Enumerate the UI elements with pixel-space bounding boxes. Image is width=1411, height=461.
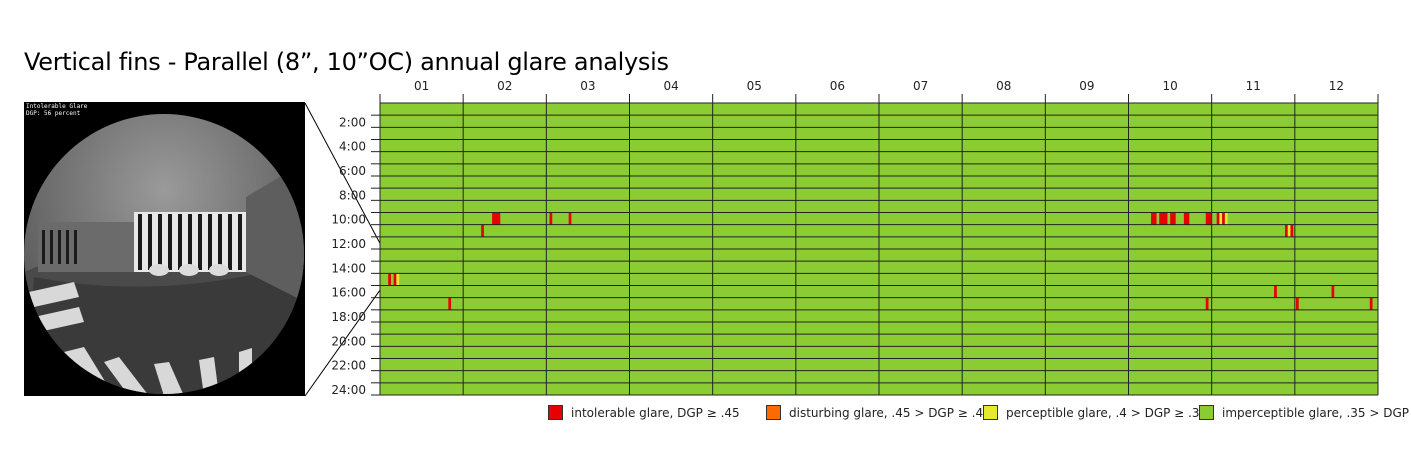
page-title: Vertical fins - Parallel (8”, 10”OC) ann… <box>24 48 669 76</box>
y-tick-label: 24:00 <box>331 383 366 397</box>
glare-cell-intolerable <box>1216 212 1220 225</box>
legend-item-disturbing: disturbing glare, .45 > DGP ≥ .4 <box>766 405 983 420</box>
legend-item-perceptible: perceptible glare, .4 > DGP ≥ .35 <box>983 405 1207 420</box>
legend-swatch-intolerable <box>548 405 563 420</box>
connector-line-bottom <box>304 275 391 397</box>
render-label-line1: Intolerable Glare <box>26 103 88 110</box>
fisheye-render-image: Intolerable Glare DGP: 56 percent <box>24 102 305 396</box>
legend-item-intolerable: intolerable glare, DGP ≥ .45 <box>548 405 740 420</box>
legend-label: perceptible glare, .4 > DGP ≥ .35 <box>1006 406 1208 420</box>
glare-cell-intolerable <box>549 212 553 225</box>
glare-cell-intolerable <box>1170 212 1176 225</box>
glare-cell-perceptible <box>1287 224 1291 237</box>
y-tick-label: 2:00 <box>339 115 366 129</box>
y-tick-label: 12:00 <box>331 237 366 251</box>
glare-cell-intolerable <box>388 273 391 286</box>
glare-cell-intolerable <box>1205 297 1209 310</box>
x-tick-label: 06 <box>830 79 845 93</box>
glare-cell-intolerable <box>448 297 452 310</box>
legend-label: disturbing glare, .45 > DGP ≥ .4 <box>789 406 984 420</box>
glare-cell-intolerable <box>481 224 484 237</box>
y-tick-label: 6:00 <box>339 164 366 178</box>
x-tick-label: 12 <box>1329 79 1344 93</box>
y-tick-label: 16:00 <box>331 286 366 300</box>
x-tick-label: 02 <box>497 79 512 93</box>
fisheye-render-svg <box>24 114 304 394</box>
render-label-line2: DGP: 56 percent <box>26 110 81 117</box>
glare-cell-intolerable <box>1274 285 1277 298</box>
glare-cell-intolerable <box>492 212 501 225</box>
x-tick-label: 11 <box>1246 79 1261 93</box>
y-tick-label: 22:00 <box>331 359 366 373</box>
y-tick-label: 18:00 <box>331 310 366 324</box>
glare-cell-intolerable <box>1205 212 1212 225</box>
glare-cell-intolerable <box>568 212 572 225</box>
x-tick-label: 10 <box>1162 79 1177 93</box>
y-tick-label: 4:00 <box>339 140 366 154</box>
legend-item-imperceptible: imperceptible glare, .35 > DGP <box>1199 405 1409 420</box>
y-tick-label: 20:00 <box>331 334 366 348</box>
glare-cell-intolerable <box>1295 297 1299 310</box>
legend-swatch-disturbing <box>766 405 781 420</box>
y-tick-label: 14:00 <box>331 261 366 275</box>
x-tick-label: 05 <box>747 79 762 93</box>
render-label: Intolerable Glare DGP: 56 percent <box>26 103 87 117</box>
legend-label: imperceptible glare, .35 > DGP <box>1222 406 1410 420</box>
legend-swatch-imperceptible <box>1199 405 1214 420</box>
glare-cell-intolerable <box>1183 212 1190 225</box>
glare-cell-intolerable <box>1159 212 1168 225</box>
x-tick-label: 04 <box>663 79 678 93</box>
legend-label: intolerable glare, DGP ≥ .45 <box>571 406 740 420</box>
glare-cell-intolerable <box>393 273 397 286</box>
x-tick-label: 07 <box>913 79 928 93</box>
glare-cell-intolerable <box>1222 212 1225 225</box>
connector-line-top <box>304 102 391 263</box>
x-tick-label: 09 <box>1079 79 1094 93</box>
glare-cell-perceptible <box>396 273 400 286</box>
glare-cell-perceptible <box>1224 212 1228 225</box>
x-tick-label: 08 <box>996 79 1011 93</box>
x-tick-label: 01 <box>414 79 429 93</box>
y-tick-label: 10:00 <box>331 213 366 227</box>
y-tick-label: 8:00 <box>339 188 366 202</box>
glare-cell-intolerable <box>1290 224 1294 237</box>
glare-cell-intolerable <box>1151 212 1157 225</box>
glare-cell-intolerable <box>1285 224 1288 237</box>
glare-cell-perceptible <box>1219 212 1223 225</box>
legend-swatch-perceptible <box>983 405 998 420</box>
glare-cell-intolerable <box>1369 297 1373 310</box>
glare-cell-intolerable <box>1331 285 1335 298</box>
x-tick-label: 03 <box>580 79 595 93</box>
